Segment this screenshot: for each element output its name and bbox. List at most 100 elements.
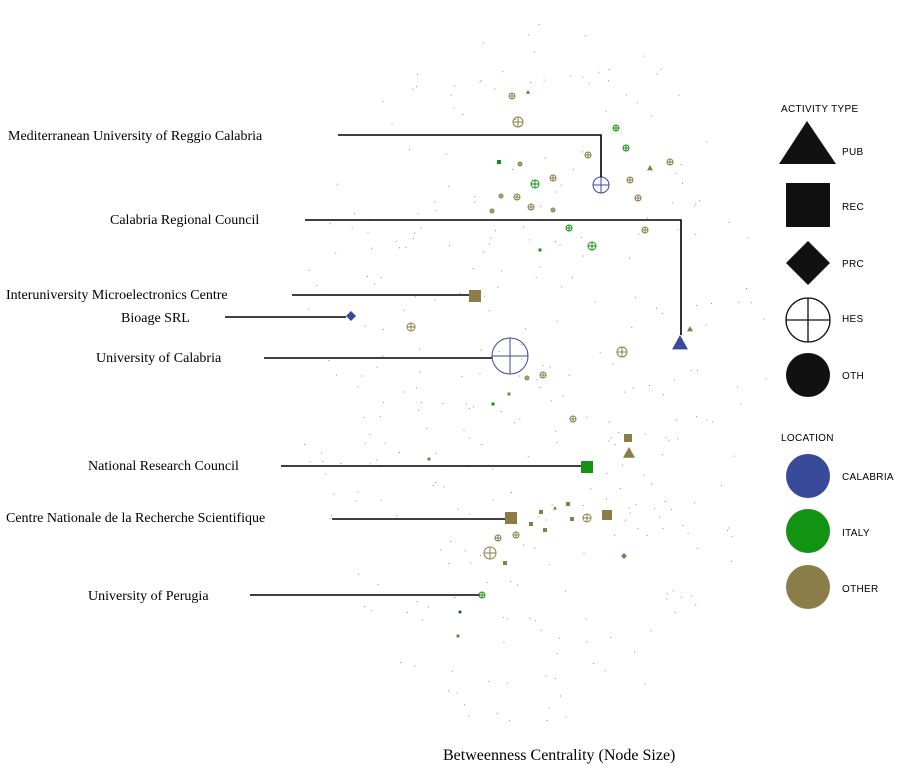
- node-hes-other: [626, 176, 634, 184]
- minor-node-dot: [321, 461, 323, 463]
- minor-node-dot: [556, 191, 558, 193]
- minor-node-dot: [765, 378, 767, 380]
- minor-node-dot: [738, 301, 740, 303]
- minor-node-dot: [585, 618, 587, 620]
- node-rec-other: [624, 434, 632, 442]
- minor-node-dot: [399, 247, 400, 249]
- legend-location-title: LOCATION: [781, 433, 834, 444]
- minor-node-dot: [664, 501, 666, 502]
- minor-node-dot: [674, 612, 676, 614]
- label-university-of-calabria: University of Calabria: [96, 351, 222, 366]
- minor-node-dot: [376, 366, 378, 368]
- minor-node-dot: [417, 74, 419, 76]
- minor-node-dot: [565, 590, 566, 592]
- minor-node-dot: [340, 463, 342, 464]
- minor-node-dot: [654, 508, 655, 510]
- minor-node-dot: [474, 201, 476, 203]
- minor-node-dot: [377, 584, 379, 585]
- minor-node-dot: [632, 387, 634, 389]
- node-prc-calabria: [458, 610, 462, 614]
- node-hes-other: [539, 371, 547, 379]
- minor-node-dot: [556, 442, 558, 444]
- node-rec-italy: [538, 248, 542, 252]
- minor-node-dot: [432, 485, 434, 487]
- minor-node-dot: [482, 42, 484, 44]
- node-hes-other: [498, 193, 504, 199]
- minor-node-dot: [586, 416, 588, 418]
- minor-node-dot: [456, 692, 458, 694]
- minor-node-dot: [730, 560, 732, 562]
- minor-node-dot: [624, 391, 626, 393]
- minor-node-dot: [540, 629, 542, 631]
- node-hes-italy: [612, 124, 620, 132]
- minor-node-dot: [554, 241, 556, 243]
- minor-node-dot: [528, 34, 530, 36]
- minor-node-dot: [413, 237, 414, 239]
- node-rec-other: [602, 510, 612, 520]
- minor-node-dot: [643, 474, 645, 476]
- node-hes-italy: [565, 224, 573, 232]
- minor-node-dot: [486, 582, 488, 584]
- diamond-icon: [786, 241, 830, 285]
- minor-node-dot: [462, 114, 464, 115]
- legend-item-italy: ITALY: [786, 509, 870, 553]
- minor-node-dot: [472, 406, 474, 408]
- minor-node-dot: [369, 463, 371, 465]
- legend-label-italy: ITALY: [842, 528, 870, 539]
- minor-node-dot: [626, 94, 628, 96]
- minor-node-dot: [672, 202, 674, 204]
- minor-node-dot: [621, 464, 623, 466]
- node-hes-other: [641, 226, 649, 234]
- minor-node-dot: [549, 366, 551, 368]
- node-rec-other: [503, 561, 507, 565]
- node-prc-other: [621, 553, 627, 559]
- minor-node-dot: [682, 525, 684, 526]
- minor-node-dot: [443, 486, 445, 488]
- minor-node-dot: [384, 442, 386, 444]
- minor-node-dot: [554, 677, 556, 679]
- minor-node-dot: [440, 549, 442, 551]
- minor-node-dot: [448, 563, 450, 564]
- label-national-research-council: National Research Council: [88, 459, 239, 474]
- minor-node-dot: [496, 712, 498, 714]
- minor-node-dot: [364, 442, 366, 444]
- minor-node-dot: [357, 386, 359, 388]
- minor-node-dot: [521, 343, 523, 345]
- minor-node-dot: [594, 301, 596, 303]
- minor-node-dot: [502, 71, 504, 73]
- minor-node-dot: [588, 82, 590, 84]
- minor-node-dot: [750, 302, 752, 304]
- minor-node-dot: [628, 507, 630, 509]
- node-rec-other: [507, 392, 511, 396]
- legend-label-calabria: CALABRIA: [842, 472, 894, 483]
- node-hes-calabria: [592, 176, 610, 194]
- minor-node-dot: [527, 456, 529, 458]
- minor-node-dot: [539, 387, 541, 388]
- minor-node-dot: [329, 223, 331, 225]
- minor-node-dot: [695, 415, 697, 417]
- minor-node-dot: [382, 101, 384, 103]
- minor-node-dot: [582, 76, 584, 78]
- minor-node-dot: [468, 408, 470, 410]
- minor-node-dot: [569, 75, 571, 77]
- legend-item-prc: PRC: [786, 241, 864, 285]
- legend-item-other: OTHER: [786, 565, 878, 609]
- minor-node-dot: [490, 237, 492, 239]
- minor-node-dot: [546, 720, 548, 721]
- minor-node-dot: [666, 593, 668, 595]
- minor-node-dot: [629, 257, 631, 259]
- node-rec-other: [539, 510, 543, 514]
- legend-label-pub: PUB: [842, 147, 863, 158]
- minor-node-dot: [428, 606, 430, 608]
- minor-node-dot: [662, 528, 664, 530]
- minor-node-dot: [380, 499, 382, 501]
- minor-node-dot: [522, 226, 524, 228]
- node-hes-other: [512, 531, 520, 539]
- minor-node-dot: [636, 102, 638, 104]
- minor-node-dot: [691, 595, 692, 597]
- minor-node-dot: [705, 324, 707, 326]
- minor-node-dot: [556, 653, 558, 654]
- minor-node-dot: [426, 428, 428, 430]
- minor-node-dot: [492, 468, 494, 470]
- minor-node-dot: [694, 205, 695, 207]
